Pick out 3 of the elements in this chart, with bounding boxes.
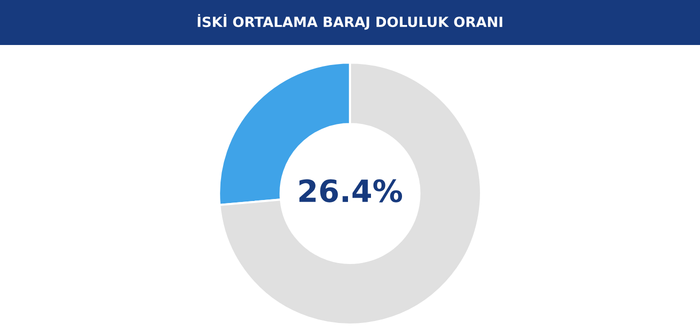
chart-title: İSKİ ORTALAMA BARAJ DOLULUK ORANI: [198, 14, 502, 30]
donut-slice: [218, 62, 482, 326]
text: 26.4%: [299, 179, 402, 202]
